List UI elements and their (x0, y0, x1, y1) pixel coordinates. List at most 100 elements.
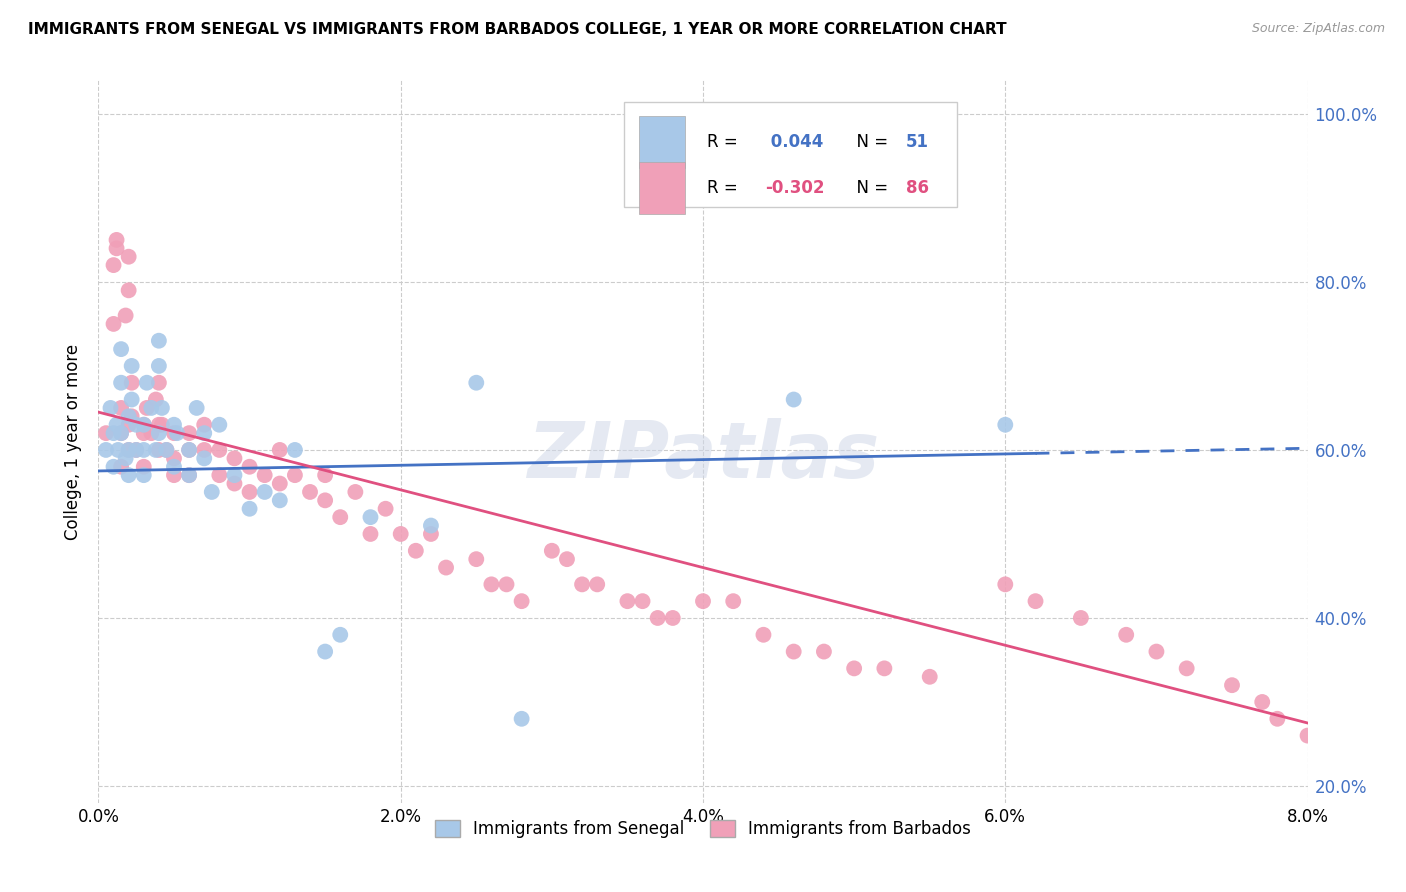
Point (148, 334, 170, 348)
Point (110, 342, 132, 356)
FancyBboxPatch shape (638, 116, 685, 168)
Point (1251, 695, 1274, 709)
Point (201, 485, 224, 500)
Point (163, 417, 186, 432)
Point (94, 442, 117, 457)
Point (208, 417, 231, 432)
Point (208, 442, 231, 457)
FancyBboxPatch shape (638, 161, 685, 214)
Point (148, 376, 170, 390)
Point (571, 577, 593, 591)
Point (360, 527, 382, 541)
Point (163, 426, 186, 441)
Point (110, 459, 132, 474)
Point (125, 442, 148, 457)
Point (239, 485, 262, 500)
Point (360, 510, 382, 524)
Text: 86: 86 (905, 179, 929, 197)
Point (239, 459, 262, 474)
Point (374, 501, 396, 516)
Point (253, 485, 276, 500)
Point (118, 250, 141, 264)
Point (186, 401, 208, 415)
Point (994, 417, 1017, 432)
Text: N =: N = (845, 179, 893, 197)
Point (110, 376, 132, 390)
Point (179, 442, 201, 457)
Point (420, 527, 443, 541)
Point (125, 417, 148, 432)
Point (179, 442, 201, 457)
Text: Source: ZipAtlas.com: Source: ZipAtlas.com (1251, 22, 1385, 36)
Point (269, 493, 291, 508)
Point (193, 451, 215, 466)
Point (284, 468, 307, 483)
Point (132, 442, 155, 457)
Point (145, 442, 167, 457)
Point (661, 611, 683, 625)
Point (1025, 594, 1047, 608)
Point (253, 468, 276, 483)
Point (1070, 611, 1092, 625)
Point (110, 401, 132, 415)
Point (389, 527, 412, 541)
Point (1146, 644, 1168, 658)
Point (163, 459, 186, 474)
Point (110, 426, 132, 441)
Point (121, 409, 143, 424)
Point (135, 401, 157, 415)
Point (783, 644, 806, 658)
Point (555, 552, 578, 566)
Text: R =: R = (707, 179, 742, 197)
Point (145, 392, 167, 407)
Point (510, 594, 533, 608)
Point (114, 451, 136, 466)
Point (121, 392, 143, 407)
Point (269, 476, 291, 491)
Point (155, 442, 177, 457)
Point (148, 359, 170, 373)
Point (1267, 712, 1289, 726)
Point (103, 459, 125, 474)
Point (132, 468, 155, 483)
Point (94, 426, 117, 441)
Point (495, 577, 517, 591)
Point (783, 392, 806, 407)
Point (100, 401, 122, 415)
Point (179, 426, 201, 441)
Point (405, 543, 427, 558)
Point (105, 241, 128, 255)
Point (314, 493, 336, 508)
Point (148, 417, 170, 432)
Point (118, 442, 141, 457)
Point (434, 560, 457, 574)
Point (1175, 661, 1198, 675)
Point (239, 501, 262, 516)
Point (723, 594, 745, 608)
Text: R =: R = (707, 133, 742, 151)
Point (110, 426, 132, 441)
Point (166, 426, 188, 441)
Point (107, 442, 129, 457)
Point (193, 442, 215, 457)
Point (616, 594, 638, 608)
Point (420, 518, 443, 533)
Point (118, 468, 141, 483)
Point (344, 485, 367, 500)
Point (465, 376, 488, 390)
Point (314, 468, 336, 483)
Point (224, 476, 246, 491)
Point (918, 670, 941, 684)
Point (329, 628, 352, 642)
Point (465, 552, 488, 566)
Point (132, 459, 155, 474)
Point (193, 417, 215, 432)
Point (752, 628, 775, 642)
Point (224, 468, 246, 483)
Point (284, 442, 307, 457)
Point (141, 401, 163, 415)
Point (125, 442, 148, 457)
Text: 51: 51 (905, 133, 929, 151)
Point (132, 426, 155, 441)
Point (813, 644, 835, 658)
